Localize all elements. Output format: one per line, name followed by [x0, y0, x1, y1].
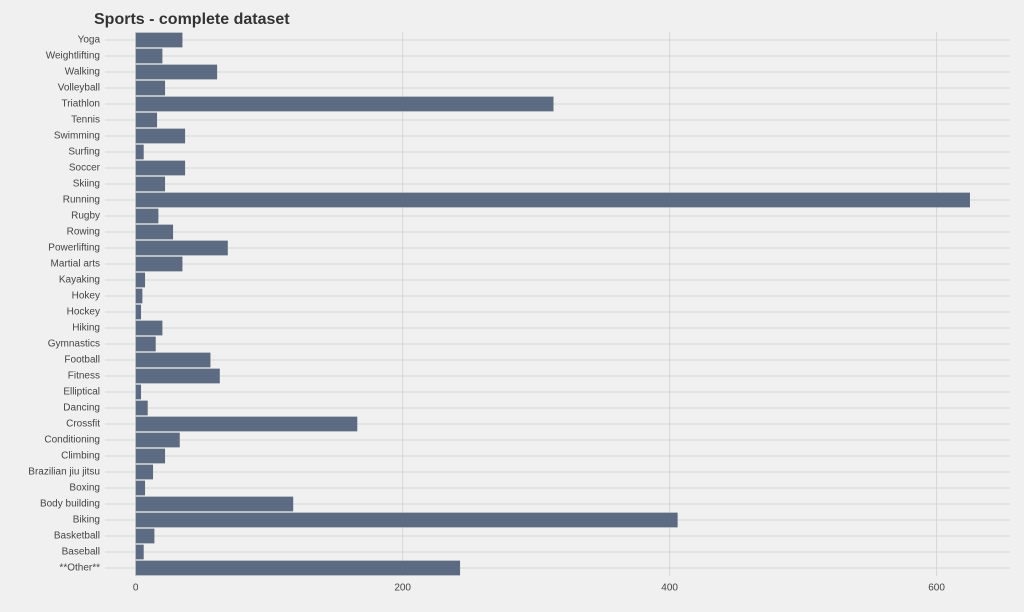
y-tick-label: Soccer	[69, 163, 101, 174]
bar	[135, 208, 159, 224]
bar	[135, 512, 678, 528]
bar	[135, 80, 166, 96]
bar	[135, 224, 174, 240]
y-tick-label: Martial arts	[51, 259, 100, 270]
y-tick-label: Dancing	[63, 403, 100, 414]
y-tick-label: Kayaking	[59, 275, 100, 286]
bar	[135, 368, 220, 384]
bar	[135, 400, 148, 416]
y-tick-label: Hockey	[67, 307, 100, 318]
bar	[135, 96, 554, 112]
bar	[135, 464, 154, 480]
x-tick-label: 200	[394, 583, 411, 594]
bar	[135, 352, 211, 368]
y-tick-label: Hokey	[72, 291, 100, 302]
y-tick-label: Triathlon	[61, 99, 100, 110]
bar	[135, 144, 144, 160]
y-tick-label: Tennis	[71, 115, 100, 126]
bar	[135, 432, 180, 448]
y-tick-label: Basketball	[54, 531, 100, 542]
y-tick-label: Hiking	[72, 323, 100, 334]
y-tick-label: Rugby	[71, 211, 100, 222]
bar	[135, 112, 158, 128]
bar	[135, 384, 142, 400]
bar	[135, 256, 183, 272]
y-tick-label: Weightlifting	[46, 51, 100, 62]
bar	[135, 544, 144, 560]
y-tick-label: Fitness	[68, 371, 100, 382]
bar	[135, 32, 183, 48]
bar	[135, 288, 143, 304]
y-tick-label: Skiing	[73, 179, 100, 190]
bar	[135, 240, 228, 256]
y-tick-label: Boxing	[69, 483, 100, 494]
y-tick-label: Powerlifting	[48, 243, 100, 254]
bar	[135, 160, 186, 176]
y-tick-label: Football	[64, 355, 100, 366]
bar	[135, 528, 155, 544]
bar	[135, 448, 166, 464]
x-tick-label: 600	[928, 583, 945, 594]
y-tick-label: Biking	[73, 515, 100, 526]
y-tick-label: Walking	[65, 67, 100, 78]
bar	[135, 48, 163, 64]
chart-title: Sports - complete dataset	[94, 11, 290, 28]
bar	[135, 304, 142, 320]
y-tick-label: Volleyball	[58, 83, 100, 94]
bar	[135, 336, 156, 352]
y-tick-label: Body building	[40, 499, 100, 510]
x-tick-label: 0	[133, 583, 139, 594]
y-tick-label: Yoga	[78, 35, 101, 46]
bar	[135, 496, 294, 512]
bar	[135, 64, 218, 80]
bar	[135, 320, 163, 336]
y-tick-label: Conditioning	[44, 435, 100, 446]
y-tick-label: Elliptical	[63, 387, 100, 398]
y-tick-label: Brazilian jiu jitsu	[28, 467, 100, 478]
y-tick-label: Climbing	[61, 451, 100, 462]
y-tick-label: Surfing	[68, 147, 100, 158]
y-tick-label: Rowing	[67, 227, 100, 238]
y-tick-label: Gymnastics	[48, 339, 100, 350]
y-tick-label: Swimming	[54, 131, 100, 142]
bar	[135, 176, 166, 192]
bar	[135, 272, 146, 288]
bar	[135, 416, 358, 432]
bar	[135, 560, 461, 576]
y-tick-label: Baseball	[62, 547, 100, 558]
bar	[135, 480, 146, 496]
bar	[135, 128, 186, 144]
y-tick-label: Running	[63, 195, 100, 206]
x-tick-label: 400	[661, 583, 678, 594]
y-tick-label: **Other**	[59, 563, 100, 574]
y-tick-label: Crossfit	[66, 419, 100, 430]
bar	[135, 192, 970, 208]
